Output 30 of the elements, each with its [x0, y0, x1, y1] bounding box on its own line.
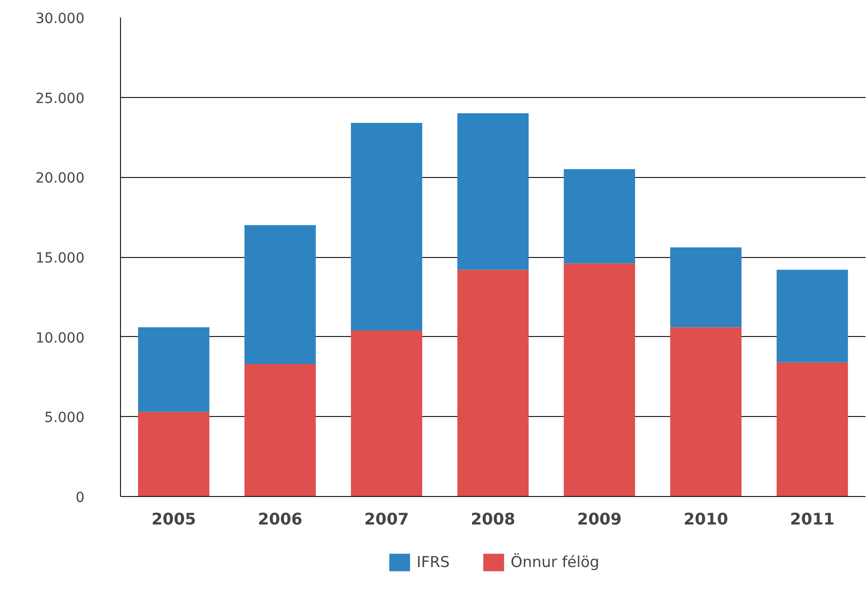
bar: [457, 113, 529, 270]
legend-label: Önnur félög: [510, 553, 600, 571]
y-tick-label: 10.000: [36, 330, 85, 346]
x-tick-label: 2007: [364, 510, 409, 528]
bar: [138, 327, 210, 412]
bar: [457, 270, 529, 496]
x-tick-label: 2010: [684, 510, 728, 528]
y-tick-label: 30.000: [36, 11, 85, 27]
bar: [670, 247, 742, 328]
bar: [776, 362, 848, 496]
legend-label: IFRS: [416, 553, 450, 571]
y-tick-label: 0: [76, 490, 85, 506]
x-tick-label: 2005: [151, 510, 196, 528]
bar: [564, 169, 636, 264]
bar: [244, 364, 316, 496]
y-tick-label: 25.000: [36, 90, 85, 107]
y-tick-label: 20.000: [36, 170, 85, 187]
x-tick-label: 2009: [577, 510, 622, 528]
bar: [776, 270, 848, 362]
bar: [138, 412, 210, 496]
bar: [564, 263, 636, 496]
x-tick-label: 2011: [790, 510, 835, 528]
x-tick-label: 2008: [470, 510, 516, 528]
bar: [244, 225, 316, 364]
x-tick-label: 2006: [258, 510, 302, 528]
bar: [350, 122, 422, 330]
y-tick-label: 15.000: [36, 250, 85, 266]
bar: [350, 330, 422, 496]
y-tick-label: 5.000: [44, 410, 85, 426]
bar: [670, 327, 742, 496]
